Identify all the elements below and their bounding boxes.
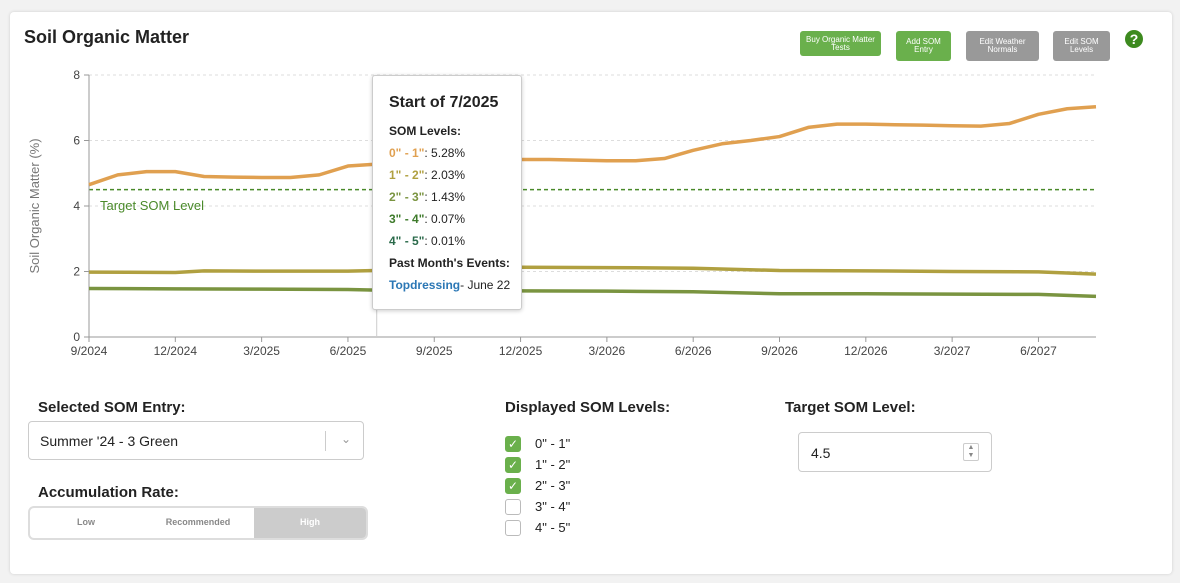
displayed-levels-label: Displayed SOM Levels: [505,399,671,416]
edit-weather-normals-button[interactable]: Edit Weather Normals [966,31,1039,61]
y-tick-label: 0 [73,330,80,344]
x-tick-label: 12/2024 [154,344,198,358]
series-line-1 [88,265,1097,276]
x-tick-label: 3/2027 [934,344,971,358]
y-tick-label: 6 [73,134,80,148]
level-checkbox-0-1[interactable]: ✓ [505,436,521,452]
y-tick-label: 8 [73,68,80,82]
rate-option-recommended[interactable]: Recommended [165,517,231,527]
level-label: 2" - 3" [535,478,571,493]
tooltip-event: Topdressing- June 22 [389,278,521,292]
rate-option-low[interactable]: Low [77,517,95,527]
number-stepper[interactable]: ▲ ▼ [963,443,979,461]
x-tick-label: 6/2025 [330,344,367,358]
tooltip-row: 1" - 2": 2.03% [389,168,521,182]
x-tick-label: 3/2025 [243,344,280,358]
add-som-entry-button[interactable]: Add SOM Entry [896,31,951,61]
y-tick-label: 4 [73,199,80,213]
accumulation-rate-toggle[interactable]: Low Recommended High [28,506,368,540]
selected-entry-label: Selected SOM Entry: [38,399,186,416]
help-icon[interactable]: ? [1125,30,1143,48]
tooltip-levels-heading: SOM Levels: [389,124,462,138]
page-title: Soil Organic Matter [24,27,190,47]
series-line-2 [88,286,1097,299]
tooltip-row: 3" - 4": 0.07% [389,212,521,226]
level-checkbox-4-5[interactable] [505,520,521,536]
tooltip-row-label: 2" - 3" [389,190,425,204]
chart-tooltip: Start of 7/2025 SOM Levels: 0" - 1": 5.2… [372,75,522,310]
tooltip-row-value: : 2.03% [424,168,466,182]
target-som-level-label: Target SOM Level: [785,399,916,416]
select-separator [325,431,326,451]
tooltip-event-link[interactable]: Topdressing [389,278,461,292]
x-tick-label: 6/2027 [1020,344,1057,358]
level-label: 1" - 2" [535,457,571,472]
som-entry-value: Summer '24 - 3 Green [40,433,179,449]
chart-series [88,105,1097,299]
tooltip-row-label: 3" - 4" [389,212,425,226]
chart-axes: 0 2 4 6 8 9/2024 12/2024 3/2025 6/2025 9/2025 12/2… [71,68,1096,358]
tooltip-row-value: : 5.28% [424,146,466,160]
level-label: 4" - 5" [535,520,571,535]
y-tick-label: 2 [73,265,80,279]
y-axis-label: Soil Organic Matter (%) [27,138,42,273]
tooltip-row-value: : 0.07% [424,212,466,226]
level-label: 3" - 4" [535,499,571,514]
tooltip-row-label: 0" - 1" [389,146,425,160]
x-tick-label: 12/2025 [499,344,543,358]
tooltip-row: 2" - 3": 1.43% [389,190,521,204]
tooltip-row-value: : 0.01% [424,234,466,248]
series-line-0 [88,105,1097,187]
tooltip-row: 4" - 5": 0.01% [389,234,521,248]
edit-som-levels-button[interactable]: Edit SOM Levels [1053,31,1110,61]
level-label: 0" - 1" [535,436,571,451]
x-tick-label: 9/2026 [761,344,798,358]
target-som-value: 4.5 [811,445,831,461]
chevron-down-icon[interactable]: ⌄ [340,432,351,446]
rate-option-high[interactable]: High [254,508,366,538]
level-checkbox-3-4[interactable] [505,499,521,515]
buy-tests-button[interactable]: Buy Organic Matter Tests [800,31,881,56]
level-checkbox-1-2[interactable]: ✓ [505,457,521,473]
level-checkbox-2-3[interactable]: ✓ [505,478,521,494]
x-tick-label: 6/2026 [675,344,712,358]
tooltip-title: Start of 7/2025 [389,94,499,111]
x-tick-label: 3/2026 [589,344,626,358]
tooltip-row: 0" - 1": 5.28% [389,146,521,160]
tooltip-row-label: 1" - 2" [389,168,425,182]
x-tick-label: 9/2025 [416,344,453,358]
tooltip-events-heading: Past Month's Events: [389,256,510,270]
tooltip-row-label: 4" - 5" [389,234,425,248]
chart-grid [89,74,1096,272]
target-som-label: Target SOM Level [100,198,204,213]
x-tick-label: 9/2024 [71,344,108,358]
tooltip-row-value: : 1.43% [424,190,466,204]
x-tick-label: 12/2026 [844,344,888,358]
accumulation-rate-label: Accumulation Rate: [38,484,179,501]
som-entry-select[interactable]: Summer '24 - 3 Green ⌄ [28,421,364,460]
target-som-input[interactable]: 4.5 ▲ ▼ [798,432,992,472]
tooltip-event-date: - June 22 [460,278,511,292]
